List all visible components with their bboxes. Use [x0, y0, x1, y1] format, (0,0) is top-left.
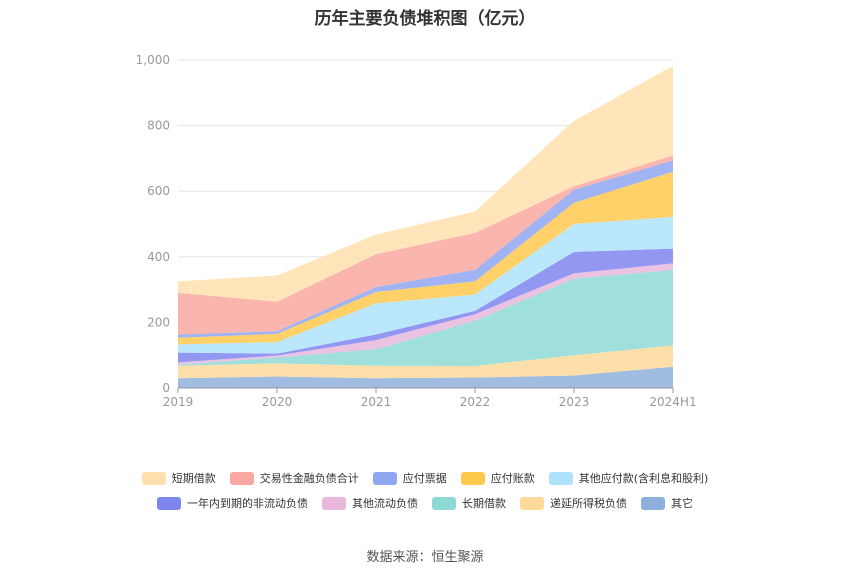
legend-swatch	[520, 496, 544, 510]
legend-item[interactable]: 应付票据	[372, 470, 447, 486]
x-tick-label: 2019	[163, 395, 194, 409]
legend-label: 短期借款	[171, 472, 216, 485]
area-其他流动负债	[178, 263, 673, 365]
area-应付账款	[178, 171, 673, 345]
legend-label: 一年内到期的非流动负债	[187, 497, 308, 510]
chart-plot: 0 200 400 600 800 1,000 2019 2020 2021 2022 2023 20…	[136, 53, 697, 409]
data-source: 数据来源：恒生聚源	[366, 550, 484, 565]
legend-item[interactable]: 一年内到期的非流动负债	[157, 495, 308, 511]
x-tick-label: 2024H1	[649, 395, 696, 409]
legend-swatch	[372, 471, 397, 485]
area-短期借款	[178, 65, 673, 302]
y-tick-label: 400	[147, 250, 170, 264]
legend-item[interactable]: 长期借款	[432, 495, 506, 511]
area-应付票据	[178, 160, 673, 338]
legend-label: 其他流动负债	[352, 497, 418, 510]
legend-swatch	[432, 496, 456, 510]
y-tick-label: 600	[147, 184, 170, 198]
area-一年内到期的非流动负债	[178, 248, 673, 363]
legend-label: 应付票据	[402, 472, 447, 485]
area-交易性金融负债合计	[178, 155, 673, 335]
area-其他应付款(含利息和股利)	[178, 216, 673, 354]
legend-label: 长期借款	[462, 497, 506, 510]
legend-label: 递延所得税负债	[550, 497, 627, 510]
legend-item[interactable]: 其他流动负债	[322, 495, 418, 511]
legend-swatch	[157, 496, 181, 510]
y-tick-label: 200	[147, 315, 170, 329]
legend-label: 其他应付款(含利息和股利)	[578, 472, 709, 485]
y-tick-label: 1,000	[136, 53, 170, 67]
y-tick-label: 800	[147, 119, 170, 133]
legend-label: 其它	[671, 497, 693, 510]
area-series	[178, 65, 673, 388]
chart-title: 历年主要负债堆积图（亿元）	[314, 9, 536, 29]
legend-item[interactable]: 应付账款	[460, 470, 535, 486]
legend-swatch	[460, 471, 485, 485]
legend-item[interactable]: 短期借款	[141, 470, 216, 486]
area-长期借款	[178, 269, 673, 366]
legend-row: 一年内到期的非流动负债 其他流动负债 长期借款 递延所得税负债 其它	[0, 495, 850, 511]
axes: 0 200 400 600 800 1,000 2019 2020 2021 2022 2023 20…	[136, 53, 697, 409]
legend-item[interactable]: 递延所得税负债	[520, 495, 627, 511]
legend-item[interactable]: 交易性金融负债合计	[229, 470, 359, 486]
x-tick-label: 2021	[361, 395, 392, 409]
legend-swatch	[548, 471, 573, 485]
x-tick-label: 2023	[559, 395, 590, 409]
legend-swatch	[322, 496, 346, 510]
legend-item[interactable]: 其它	[641, 495, 693, 511]
legend-item[interactable]: 其他应付款(含利息和股利)	[548, 470, 709, 486]
area-递延所得税负债	[178, 345, 673, 379]
area-其它	[178, 366, 673, 388]
legend-label: 应付账款	[490, 472, 535, 485]
x-tick-label: 2022	[460, 395, 491, 409]
legend-row: 短期借款 交易性金融负债合计 应付票据 应付账款 其他应付款(含利息和股利)	[0, 470, 850, 486]
legend-swatch	[141, 471, 166, 485]
legend-label: 交易性金融负债合计	[259, 472, 359, 485]
legend-swatch	[641, 496, 665, 510]
legend-swatch	[229, 471, 254, 485]
y-tick-label: 0	[162, 381, 170, 395]
chart-legend: 短期借款 交易性金融负债合计 应付票据 应付账款 其他应付款(含利息和股利) 一年内到期的…	[0, 470, 850, 520]
x-tick-label: 2020	[262, 395, 293, 409]
